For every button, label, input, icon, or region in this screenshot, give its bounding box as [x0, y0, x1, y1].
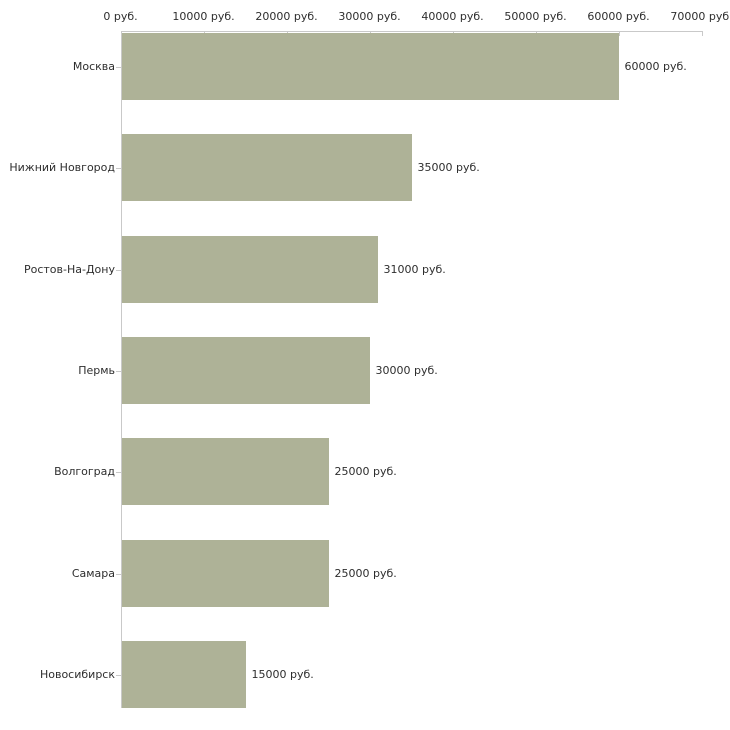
x-axis-tick [701, 31, 703, 36]
category-tick [115, 675, 121, 676]
category-label: Москва [72, 59, 115, 73]
x-axis-tick-label: 70000 руб. [670, 10, 730, 23]
value-label: 30000 руб. [375, 363, 438, 377]
x-axis-tick-label: 60000 руб. [587, 10, 650, 23]
value-label: 25000 руб. [334, 464, 397, 478]
category-label: Новосибирск [39, 667, 115, 681]
category-label: Волгоград [54, 464, 115, 478]
bar [120, 438, 329, 505]
bar [120, 337, 370, 404]
value-label: 15000 руб. [251, 667, 314, 681]
category-tick [115, 270, 121, 271]
x-axis-tick-label: 40000 руб. [421, 10, 484, 23]
bar [120, 641, 246, 708]
category-tick [115, 472, 121, 473]
category-label: Самара [71, 566, 115, 580]
value-label: 60000 руб. [624, 59, 687, 73]
category-tick [115, 67, 121, 68]
value-label: 35000 руб. [417, 160, 480, 174]
x-axis-tick-label: 50000 руб. [504, 10, 567, 23]
x-axis-line [120, 31, 703, 32]
x-axis-tick-label: 30000 руб. [338, 10, 401, 23]
value-label: 25000 руб. [334, 566, 397, 580]
x-axis-tick-label: 0 руб. [103, 10, 138, 23]
bar [120, 540, 329, 607]
x-axis-tick [618, 31, 620, 36]
category-label: Ростов-На-Дону [23, 262, 115, 276]
x-axis-tick-label: 20000 руб. [255, 10, 318, 23]
value-label: 31000 руб. [383, 262, 446, 276]
category-tick [115, 371, 121, 372]
bar [120, 236, 378, 303]
x-axis-tick-label: 10000 руб. [172, 10, 235, 23]
y-axis-line [120, 31, 122, 708]
category-tick [115, 574, 121, 575]
bar [120, 33, 619, 100]
category-tick [115, 168, 121, 169]
category-label: Нижний Новгород [9, 160, 115, 174]
category-label: Пермь [78, 363, 115, 377]
bar [120, 134, 412, 201]
